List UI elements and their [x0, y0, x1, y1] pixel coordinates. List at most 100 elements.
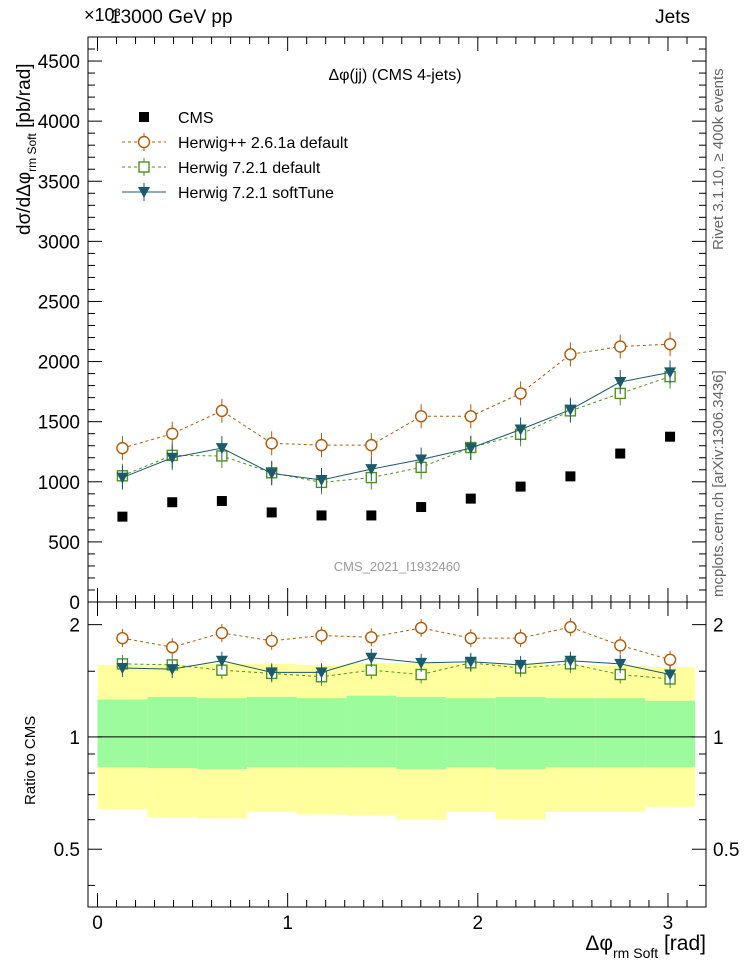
cms-data-point	[515, 481, 526, 492]
cms-data-point	[139, 112, 149, 122]
data-point	[265, 634, 278, 648]
data-point	[514, 631, 527, 645]
ratio-series-herwig-2-6-1a-default	[116, 618, 677, 669]
series-herwig-7-2-1-softtune	[116, 360, 677, 492]
cms-data-point	[117, 511, 128, 522]
data-point	[315, 667, 328, 679]
cms-data-point	[416, 502, 427, 513]
main-panel: 0 500 1000 1500 2000 2500 3000 3500 4000 4500	[38, 36, 707, 614]
data-point	[166, 641, 179, 654]
ratio-y-tick-label: 2	[69, 616, 80, 637]
cms-data-point	[615, 448, 626, 459]
data-point	[414, 621, 428, 635]
ratio-y-tick-label: 0.5	[54, 840, 80, 861]
y-tick-label: 0	[69, 593, 80, 614]
y-tick-label: 2500	[38, 292, 80, 313]
data-point	[315, 629, 328, 642]
stat-uncertainty-band	[595, 698, 646, 768]
legend-item: Herwig 7.2.1 softTune	[122, 183, 334, 202]
data-point	[265, 667, 278, 679]
header-left: 13000 GeV pp	[110, 7, 233, 28]
data-point	[116, 472, 129, 484]
ratio-series-line	[122, 662, 671, 680]
data-point	[365, 464, 378, 476]
cms-data-point	[167, 497, 178, 508]
stat-uncertainty-band	[147, 696, 198, 769]
data-point	[365, 652, 378, 664]
data-point	[265, 468, 278, 480]
data-point	[215, 655, 228, 667]
ratio-frame	[87, 601, 707, 908]
data-point	[514, 387, 527, 400]
stat-uncertainty-band	[246, 696, 297, 768]
data-point	[564, 404, 577, 416]
series-cms	[117, 431, 676, 522]
data-point	[614, 377, 627, 389]
y-tick-label: 4500	[38, 52, 80, 73]
side-text-top: Rivet 3.1.10, ≥ 400k events	[710, 68, 727, 250]
data-point	[215, 443, 228, 455]
side-text-bottom: mcplots.cern.ch [arXiv:1306.3436]	[710, 370, 727, 597]
legend-label: Herwig 7.2.1 softTune	[178, 185, 334, 202]
cms-data-point	[366, 510, 377, 521]
legend: CMS Herwig++ 2.6.1a default Herwig 7.2.1 d…	[122, 110, 348, 202]
data-point	[464, 631, 477, 645]
x-axis-label: Δφrm Soft [rad]	[585, 932, 706, 961]
data-point	[514, 424, 527, 436]
ratio-y-tick-label: 0.5	[713, 840, 739, 861]
stat-uncertainty-band	[197, 698, 247, 770]
data-point	[166, 427, 179, 440]
data-point	[137, 135, 151, 149]
series-line	[122, 343, 671, 449]
cms-data-point	[565, 471, 576, 482]
stat-uncertainty-band	[446, 698, 496, 768]
main-title: Δφ(jj) (CMS 4-jets)	[328, 67, 461, 84]
x-tick-label: 3	[663, 913, 674, 934]
data-point	[614, 658, 627, 670]
stat-uncertainty-band	[396, 696, 447, 770]
cms-data-point	[316, 510, 327, 521]
series-herwig-7-2-1-default	[116, 364, 676, 495]
data-point	[564, 348, 577, 361]
ratio-y-tick-label: 2	[713, 616, 724, 637]
stat-uncertainty-band	[296, 698, 347, 768]
data-point	[614, 639, 627, 652]
ratio-panel: 0 1 2 3 0.5 0.5 1 1 2 2	[54, 601, 739, 934]
ratio-series-line	[122, 657, 671, 676]
y-tick-label: 1500	[38, 413, 80, 434]
main-y-axis-label: dσ/dΔφrm Soft [pb/rad]	[14, 63, 39, 235]
ratio-y-axis-label: Ratio to CMS	[22, 716, 39, 805]
data-point	[514, 659, 527, 671]
series-line	[122, 376, 671, 483]
data-point	[415, 454, 428, 466]
data-point	[414, 410, 428, 423]
x-tick-label: 0	[92, 913, 103, 934]
data-point	[215, 404, 229, 418]
data-point	[365, 631, 378, 644]
data-point	[664, 669, 677, 681]
data-point	[664, 367, 677, 379]
ratio-series-herwig-7-2-1-softtune	[116, 648, 677, 684]
data-point	[464, 443, 477, 455]
series-line	[122, 371, 671, 481]
data-point	[138, 187, 150, 198]
data-point	[265, 437, 278, 450]
watermark: CMS_2021_I1932460	[334, 559, 461, 574]
stat-uncertainty-band	[545, 698, 596, 768]
stat-uncertainty-band	[346, 695, 397, 768]
stat-uncertainty-band	[97, 699, 148, 768]
data-point	[564, 655, 577, 667]
legend-item: CMS	[139, 110, 214, 127]
legend-item: Herwig++ 2.6.1a default	[122, 133, 348, 152]
y-exponent: ×10³	[84, 5, 121, 25]
data-point	[166, 452, 179, 464]
data-point	[315, 474, 328, 486]
data-point	[365, 438, 378, 452]
data-point	[315, 438, 328, 452]
data-point	[415, 657, 428, 669]
data-point	[614, 340, 627, 353]
legend-item: Herwig 7.2.1 default	[122, 158, 321, 177]
cms-data-point	[665, 431, 676, 442]
cms-data-point	[216, 496, 227, 507]
